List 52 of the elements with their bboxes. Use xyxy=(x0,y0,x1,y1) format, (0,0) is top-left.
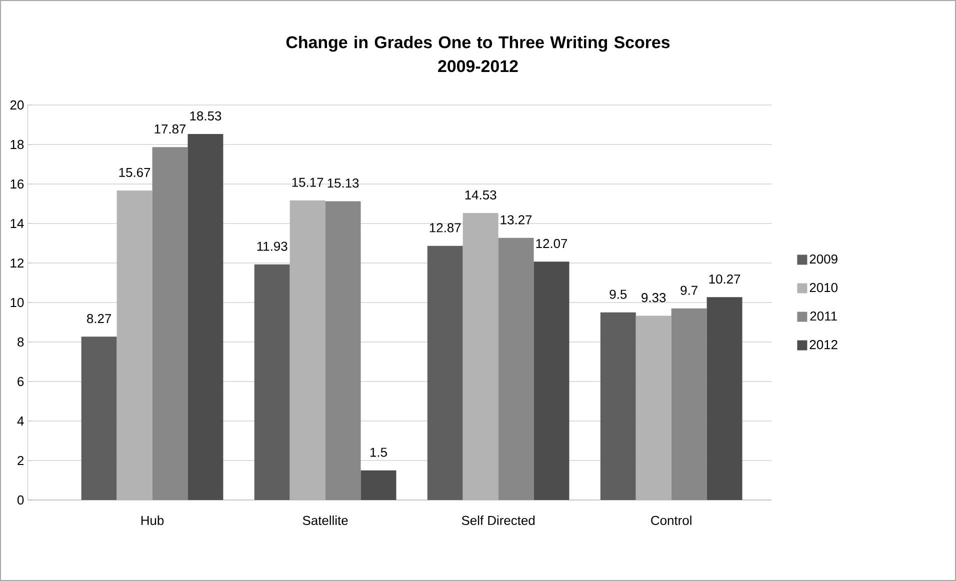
data-label: 15.17 xyxy=(292,178,324,187)
bar xyxy=(254,264,290,500)
y-tick-label: 0 xyxy=(17,495,24,505)
data-label: 13.27 xyxy=(500,215,532,224)
x-tick-label: Hub xyxy=(141,516,164,526)
y-tick-label: 4 xyxy=(17,416,24,426)
bar xyxy=(188,134,224,500)
y-tick-label: 16 xyxy=(10,179,24,189)
data-label: 12.07 xyxy=(536,238,568,248)
chart-title: Change in Grades One to Three Writing Scores 2009-2012 xyxy=(286,36,670,72)
x-tick-label: Self Directed xyxy=(462,516,535,526)
bar xyxy=(600,312,636,500)
bar xyxy=(81,336,117,500)
bar xyxy=(290,200,326,500)
data-label: 8.27 xyxy=(87,314,112,324)
data-label: 15.13 xyxy=(328,178,359,188)
data-label: 17.87 xyxy=(154,124,186,134)
legend-label: 2011 xyxy=(810,312,837,321)
data-label: 11.93 xyxy=(257,242,288,251)
bar xyxy=(534,262,570,500)
data-label: 14.53 xyxy=(465,190,496,200)
y-tick-label: 20 xyxy=(10,100,24,110)
bar xyxy=(636,316,672,500)
y-tick-label: 12 xyxy=(10,258,24,268)
y-tick-label: 10 xyxy=(10,298,24,308)
data-label: 15.67 xyxy=(119,168,150,178)
bar xyxy=(427,246,463,500)
x-tick-label: Control xyxy=(651,516,692,526)
data-label: 1.5 xyxy=(370,448,387,457)
data-label: 9.7 xyxy=(680,286,698,295)
y-tick-label: 8 xyxy=(18,337,24,347)
bar xyxy=(360,470,396,500)
bar xyxy=(671,308,707,500)
data-label: 18.53 xyxy=(190,111,222,121)
legend-label: 2010 xyxy=(810,282,838,292)
legend-label: 2009 xyxy=(810,254,838,264)
bar xyxy=(706,297,742,500)
bar xyxy=(498,238,534,500)
data-label: 10.27 xyxy=(709,274,740,284)
legend-label: 2012 xyxy=(810,340,838,350)
y-tick-label: 18 xyxy=(10,140,24,150)
y-tick-label: 6 xyxy=(18,376,24,386)
bar xyxy=(325,201,361,500)
bar xyxy=(462,213,498,500)
bar xyxy=(152,147,188,500)
y-tick-label: 14 xyxy=(10,219,24,228)
data-label: 9.33 xyxy=(642,293,666,302)
bar xyxy=(116,190,152,500)
data-label: 12.87 xyxy=(430,223,461,232)
data-label: 9.5 xyxy=(610,290,627,299)
y-tick-label: 2 xyxy=(18,456,24,466)
x-tick-label: Satellite xyxy=(302,516,348,526)
